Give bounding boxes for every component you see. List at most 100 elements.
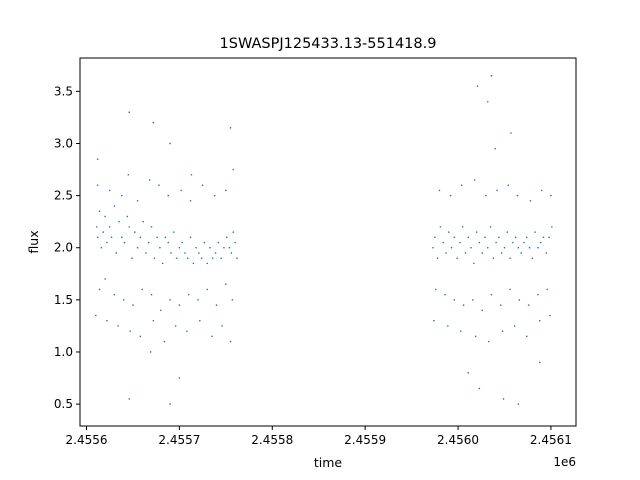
data-point [199, 319, 201, 322]
data-point [113, 293, 116, 296]
data-point [462, 304, 465, 306]
data-point [513, 325, 516, 327]
data-point [472, 299, 474, 301]
y-tick-label: 1.5 [54, 293, 73, 307]
data-point [126, 215, 129, 218]
data-point [132, 304, 134, 306]
data-point [100, 246, 103, 249]
data-point [495, 241, 497, 244]
data-point [121, 194, 123, 197]
data-point [118, 220, 120, 223]
data-point [534, 231, 536, 233]
data-point [517, 246, 520, 249]
data-point [128, 398, 131, 400]
data-point [447, 231, 450, 233]
data-point [187, 293, 190, 296]
data-point [475, 231, 478, 233]
data-point [131, 257, 133, 259]
data-point [517, 403, 520, 405]
y-tick-label: 2.5 [54, 189, 73, 203]
data-point [147, 241, 150, 244]
data-point [108, 226, 111, 228]
data-point [158, 184, 160, 186]
x-tick-label: 2.4561 [530, 433, 572, 447]
data-point [139, 335, 142, 338]
data-point [200, 257, 203, 259]
data-point [221, 325, 223, 327]
data-point [433, 319, 435, 322]
data-point [159, 246, 161, 249]
data-point [169, 403, 171, 405]
data-point [494, 147, 496, 150]
x-axis: 2.4556 2.4557 2.4558 2.4559 2.4560 2.4561 [66, 426, 572, 447]
data-point [225, 189, 227, 192]
data-point [175, 257, 178, 259]
data-point [447, 325, 449, 327]
data-point [449, 194, 452, 197]
data-point [438, 189, 441, 192]
data-point [450, 246, 453, 249]
data-point [189, 236, 192, 239]
data-point [229, 127, 232, 129]
data-point [95, 226, 98, 228]
data-point [145, 252, 147, 254]
data-point [178, 304, 181, 306]
data-point [215, 304, 218, 306]
data-point [539, 241, 542, 244]
data-point [456, 257, 458, 259]
data-point [123, 241, 126, 244]
data-point [117, 325, 119, 327]
data-point [509, 288, 511, 291]
x-axis-offset-label: 1e6 [553, 455, 576, 469]
y-tick-label: 3.0 [54, 136, 73, 150]
data-point [501, 330, 504, 332]
data-point [467, 372, 470, 374]
data-point [170, 252, 172, 254]
data-point [169, 299, 171, 301]
y-tick-label: 2.0 [54, 241, 73, 255]
data-point [164, 236, 167, 239]
data-point [122, 299, 125, 301]
data-point [121, 236, 123, 239]
data-point [460, 184, 463, 186]
data-point [473, 262, 475, 265]
data-point [470, 246, 472, 249]
data-point [195, 246, 197, 249]
data-point [167, 241, 170, 244]
data-point [115, 252, 118, 254]
data-point [156, 236, 158, 239]
data-point [523, 241, 525, 244]
data-point [173, 231, 175, 233]
data-point [490, 74, 493, 77]
data-point [169, 142, 171, 145]
data-point [529, 200, 532, 202]
data-point [201, 184, 204, 186]
data-point [178, 246, 181, 249]
data-point [220, 257, 222, 259]
data-point [432, 246, 434, 249]
data-point [496, 189, 498, 192]
data-point [492, 257, 495, 259]
data-point [174, 325, 177, 327]
data-point [478, 387, 481, 390]
data-point [96, 184, 99, 186]
data-point [444, 293, 446, 296]
data-point [514, 236, 517, 239]
data-point [139, 236, 142, 239]
data-point [453, 236, 456, 239]
data-point [229, 340, 232, 343]
data-point [96, 236, 99, 239]
data-point [129, 330, 131, 332]
data-point [487, 340, 490, 343]
data-point [223, 246, 225, 249]
data-point [527, 304, 530, 306]
data-point [104, 278, 106, 280]
data-point [160, 309, 162, 312]
data-point [231, 299, 234, 301]
data-point [460, 330, 462, 332]
data-point [189, 200, 192, 202]
data-point [148, 179, 151, 181]
data-point [152, 121, 155, 124]
data-point [134, 231, 136, 233]
data-point [512, 241, 514, 244]
